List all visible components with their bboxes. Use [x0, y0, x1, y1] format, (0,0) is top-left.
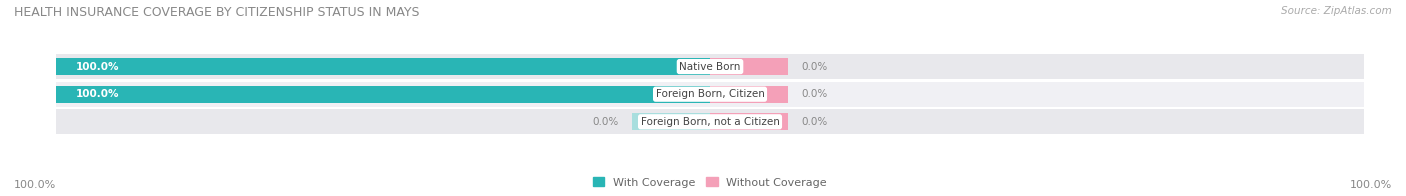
Bar	[56, 54, 1364, 79]
Bar	[56, 58, 710, 75]
Text: 0.0%: 0.0%	[592, 117, 619, 127]
Text: Foreign Born, not a Citizen: Foreign Born, not a Citizen	[641, 117, 779, 127]
Text: Foreign Born, Citizen: Foreign Born, Citizen	[655, 89, 765, 99]
Text: 100.0%: 100.0%	[76, 89, 120, 99]
Text: 0.0%: 0.0%	[801, 62, 828, 72]
Bar	[631, 113, 710, 130]
Bar	[710, 113, 789, 130]
Bar	[56, 86, 710, 103]
Text: 100.0%: 100.0%	[1350, 180, 1392, 190]
Bar	[710, 58, 789, 75]
Bar	[56, 82, 1364, 107]
Legend: With Coverage, Without Coverage: With Coverage, Without Coverage	[589, 173, 831, 192]
Text: 100.0%: 100.0%	[76, 62, 120, 72]
Text: 0.0%: 0.0%	[801, 89, 828, 99]
Text: Native Born: Native Born	[679, 62, 741, 72]
Text: HEALTH INSURANCE COVERAGE BY CITIZENSHIP STATUS IN MAYS: HEALTH INSURANCE COVERAGE BY CITIZENSHIP…	[14, 6, 419, 19]
Bar	[56, 109, 1364, 134]
Text: Source: ZipAtlas.com: Source: ZipAtlas.com	[1281, 6, 1392, 16]
Text: 0.0%: 0.0%	[801, 117, 828, 127]
Text: 100.0%: 100.0%	[14, 180, 56, 190]
Bar	[710, 86, 789, 103]
